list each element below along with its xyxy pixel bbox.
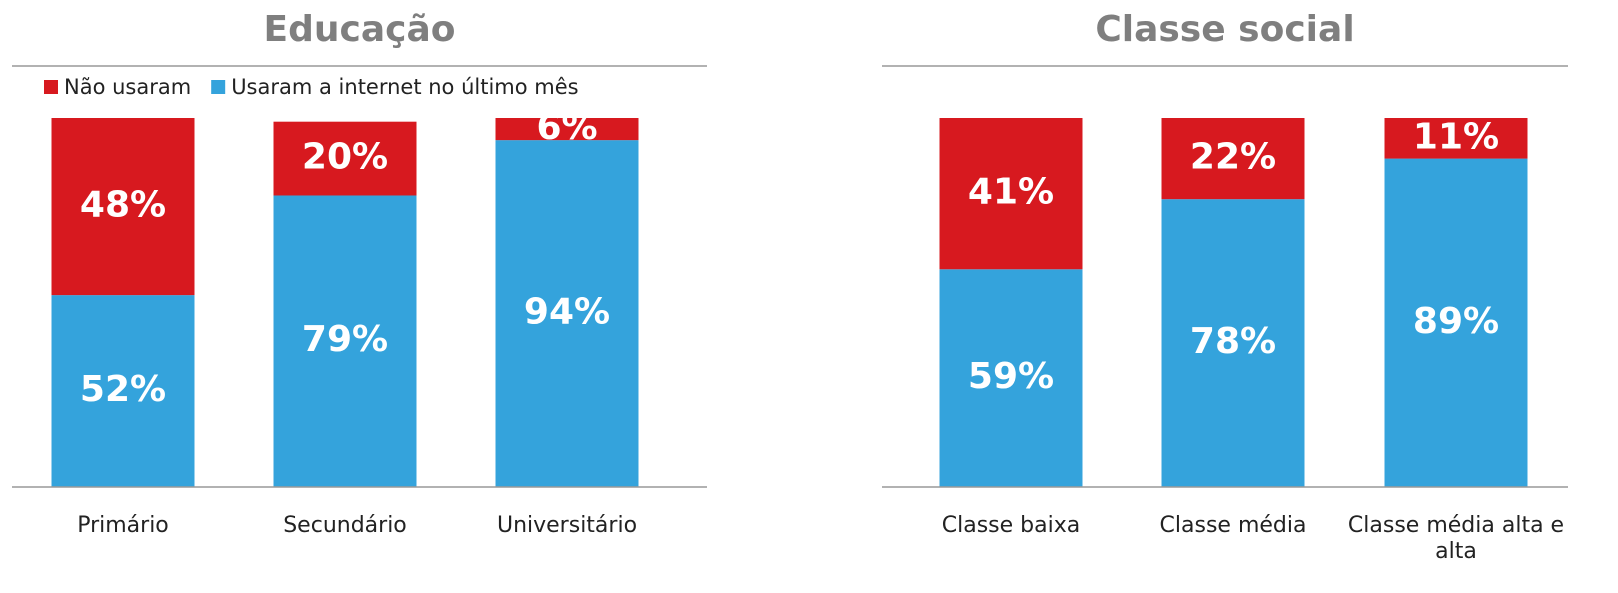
bar-segment (273, 121, 417, 196)
value-label: 78% (1190, 321, 1276, 362)
bar-segment (51, 118, 195, 296)
bar-segment (1384, 158, 1528, 487)
value-label: 79% (302, 319, 388, 360)
chart-title: Educação (264, 9, 456, 50)
x-tick-label: Classe baixa (941, 513, 1081, 538)
bar-segment (939, 269, 1083, 487)
value-label: 59% (968, 356, 1054, 397)
bar-segment (273, 195, 417, 488)
x-label-box: Classe baixa (941, 513, 1081, 538)
x-tick-label: Classe média alta e alta (1347, 513, 1565, 564)
x-label-box: Classe média alta e alta (1347, 513, 1565, 564)
bar-segment (939, 118, 1083, 270)
value-label: 89% (1413, 301, 1499, 342)
value-label: 11% (1413, 116, 1499, 157)
legend-label: Usaram a internet no último mês (231, 75, 578, 99)
x-label-box: Universitário (496, 513, 638, 538)
x-tick-label: Classe média (1159, 513, 1307, 538)
value-label: 48% (80, 185, 166, 226)
x-label-box: Primário (77, 513, 169, 538)
bar-segment (1161, 199, 1305, 487)
value-label: 6% (536, 107, 597, 148)
bar-segment (1384, 118, 1528, 159)
bar-segment (495, 140, 639, 487)
x-tick-label: Universitário (496, 513, 638, 538)
legend-swatch (211, 80, 226, 94)
x-label-box: Classe média (1159, 513, 1307, 538)
legend-label: Não usaram (64, 75, 191, 99)
value-label: 22% (1190, 137, 1276, 178)
value-label: 52% (80, 369, 166, 410)
x-label-box: Secundário (283, 513, 407, 538)
x-tick-label: Primário (77, 513, 169, 538)
bar-segment (51, 295, 195, 487)
value-label: 20% (302, 137, 388, 178)
bar-segment (1161, 118, 1305, 200)
x-tick-label: Secundário (283, 513, 407, 538)
value-label: 94% (524, 292, 610, 333)
value-label: 41% (968, 172, 1054, 213)
legend-swatch (44, 80, 58, 94)
bar-segment (495, 118, 639, 141)
chart-title: Classe social (1095, 9, 1354, 50)
